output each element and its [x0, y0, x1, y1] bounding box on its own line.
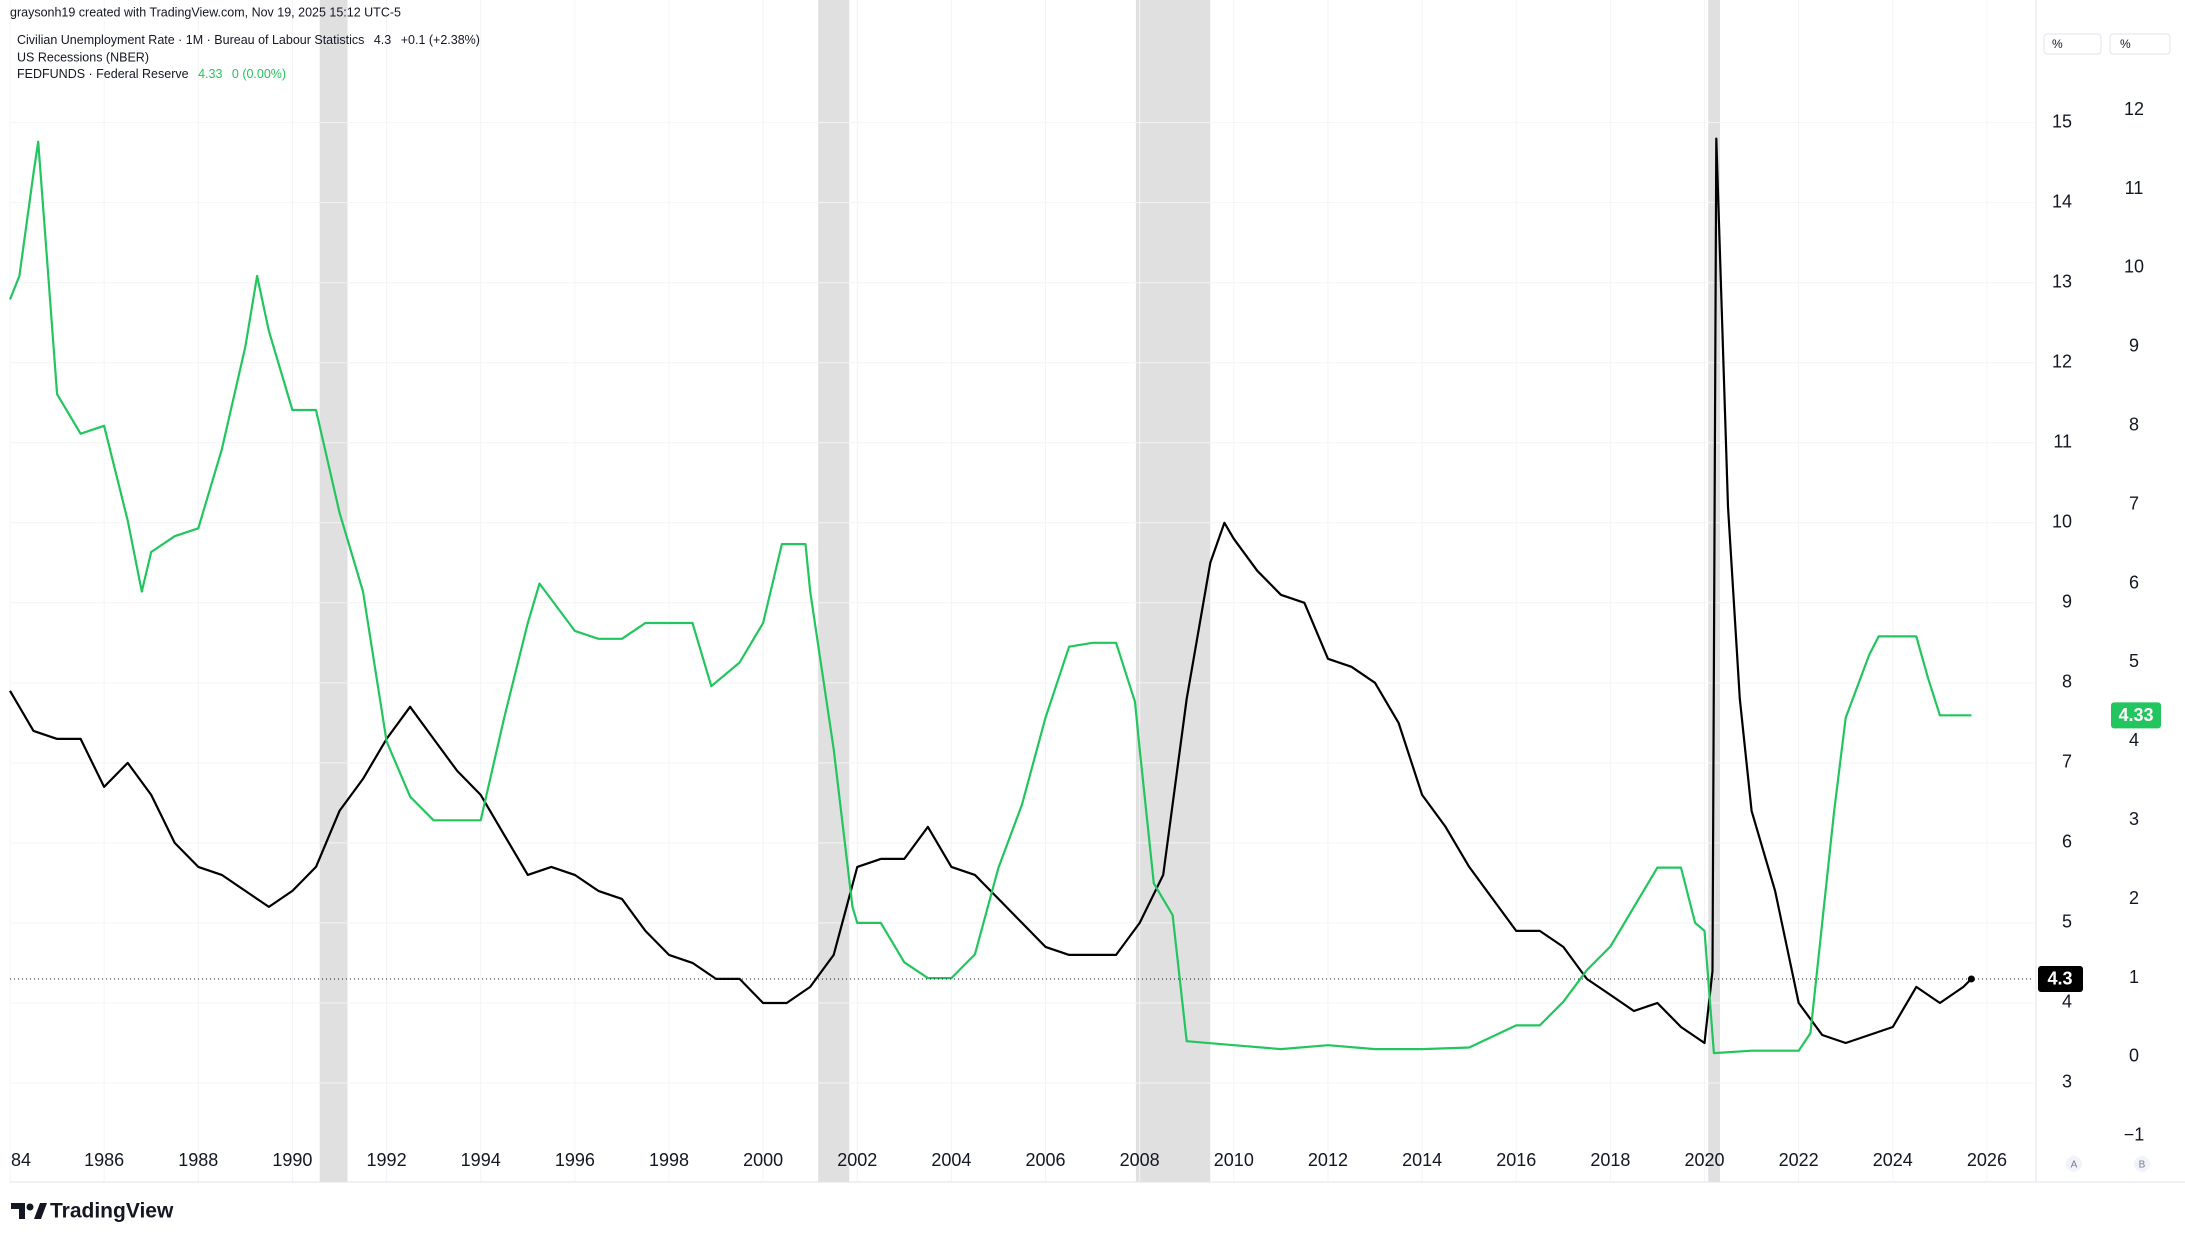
last-point [1967, 975, 1975, 983]
x-tick-label: 2012 [1308, 1150, 1348, 1170]
x-tick-label: 1990 [272, 1150, 312, 1170]
y-tick-label: 5 [2062, 912, 2072, 932]
y-tick-label: 6 [2062, 832, 2072, 852]
y2-tick-label: 12 [2124, 99, 2144, 119]
recession-band [319, 0, 348, 1182]
x-tick-label: 2022 [1779, 1150, 1819, 1170]
scale-button-label[interactable]: A [2071, 1160, 2078, 1171]
y2-tick-label: 9 [2129, 336, 2139, 356]
y-tick-label: 12 [2052, 351, 2072, 371]
x-tick-label: 2002 [837, 1150, 877, 1170]
y2-tick-label: 2 [2129, 888, 2139, 908]
legend-entry: FEDFUNDS · Federal Reserve 4.33 0 (0.00%… [17, 67, 286, 81]
legend-name: FEDFUNDS · Federal Reserve [17, 67, 189, 81]
y-tick-label: 9 [2062, 592, 2072, 612]
x-tick-label: 2020 [1684, 1150, 1724, 1170]
x-tick-label: 2000 [743, 1150, 783, 1170]
x-tick-label: 1996 [555, 1150, 595, 1170]
legend-entry: US Recessions (NBER) [17, 50, 149, 64]
y-tick-label: 3 [2062, 1072, 2072, 1092]
y2-tick-label: 6 [2129, 572, 2139, 592]
y2-tick-label: 11 [2125, 178, 2144, 198]
logo-mark [11, 1203, 25, 1219]
x-tick-label: 1988 [178, 1150, 218, 1170]
scale-button[interactable] [2134, 1156, 2150, 1172]
x-tick-label: 2026 [1967, 1150, 2007, 1170]
last-value-label: 4.3 [2047, 969, 2072, 989]
y-tick-label: 8 [2062, 672, 2072, 692]
x-tick-label: 1998 [649, 1150, 689, 1170]
unit-box[interactable] [2043, 33, 2102, 55]
x-tick-label: 2004 [931, 1150, 971, 1170]
legend-name: Civilian Unemployment Rate · 1M · Bureau… [17, 33, 364, 47]
axis-unit[interactable]: % [2120, 37, 2131, 51]
x-tick-label: 2018 [1590, 1150, 1630, 1170]
x-tick-label: 1992 [367, 1150, 407, 1170]
legend-change: 0 (0.00%) [232, 67, 286, 81]
y2-tick-label: 5 [2129, 651, 2139, 671]
recession-band [1135, 0, 1211, 1182]
y-tick-label: 7 [2062, 752, 2072, 772]
series-line [9, 137, 1973, 1045]
last-value-box [2038, 965, 2083, 992]
y-tick-label: 11 [2053, 432, 2072, 452]
axis-unit[interactable]: % [2052, 37, 2063, 51]
x-tick-label: 2008 [1120, 1150, 1160, 1170]
legend-value: 4.33 [198, 67, 222, 81]
y2-tick-label: 10 [2124, 257, 2144, 277]
x-tick-label: 2010 [1214, 1150, 1254, 1170]
y-tick-label: 10 [2052, 512, 2072, 532]
x-tick-label: 1986 [84, 1150, 124, 1170]
y2-tick-label: 8 [2129, 415, 2139, 435]
header: graysonh19 created with TradingView.com,… [10, 5, 401, 19]
logo-mark [26, 1203, 34, 1211]
y-tick-label: 13 [2052, 271, 2072, 291]
brand-logo: TradingView [11, 1200, 174, 1223]
x-tick-label: 1994 [461, 1150, 501, 1170]
y-tick-label: 4 [2062, 992, 2072, 1012]
x-tick-label: 2006 [1026, 1150, 1066, 1170]
y2-tick-label: 7 [2129, 493, 2139, 513]
x-tick-label: 2016 [1496, 1150, 1536, 1170]
y-tick-label: 14 [2052, 191, 2072, 211]
y2-tick-label: −1 [2124, 1125, 2145, 1145]
recession-band [818, 0, 850, 1182]
y2-tick-label: 1 [2129, 967, 2139, 987]
brand: TradingView [50, 1200, 174, 1223]
unit-box[interactable] [2109, 33, 2171, 55]
scale-button[interactable] [2066, 1156, 2082, 1172]
series-layer [8, 137, 2034, 1055]
grid-layer [9, 0, 2034, 1182]
y-tick-label: 15 [2052, 111, 2072, 131]
x-tick-label: 2014 [1402, 1150, 1442, 1170]
last-value-label: 4.33 [2118, 705, 2153, 725]
x-tick-label: 2024 [1873, 1150, 1913, 1170]
x-tick-label: 84 [11, 1150, 31, 1170]
recession-layer [319, 0, 1721, 1182]
y2-tick-label: 3 [2129, 809, 2139, 829]
y2-tick-label: 4 [2129, 730, 2139, 750]
logo-mark [34, 1203, 47, 1219]
y2-tick-label: 0 [2129, 1046, 2139, 1066]
legend-entry: Civilian Unemployment Rate · 1M · Bureau… [17, 33, 480, 47]
last-value-box [2111, 702, 2161, 729]
legend-value: 4.3 [374, 33, 391, 47]
series-line [8, 140, 1972, 1055]
scale-button-label[interactable]: B [2139, 1160, 2146, 1171]
legend-change: +0.1 (+2.38%) [401, 33, 480, 47]
